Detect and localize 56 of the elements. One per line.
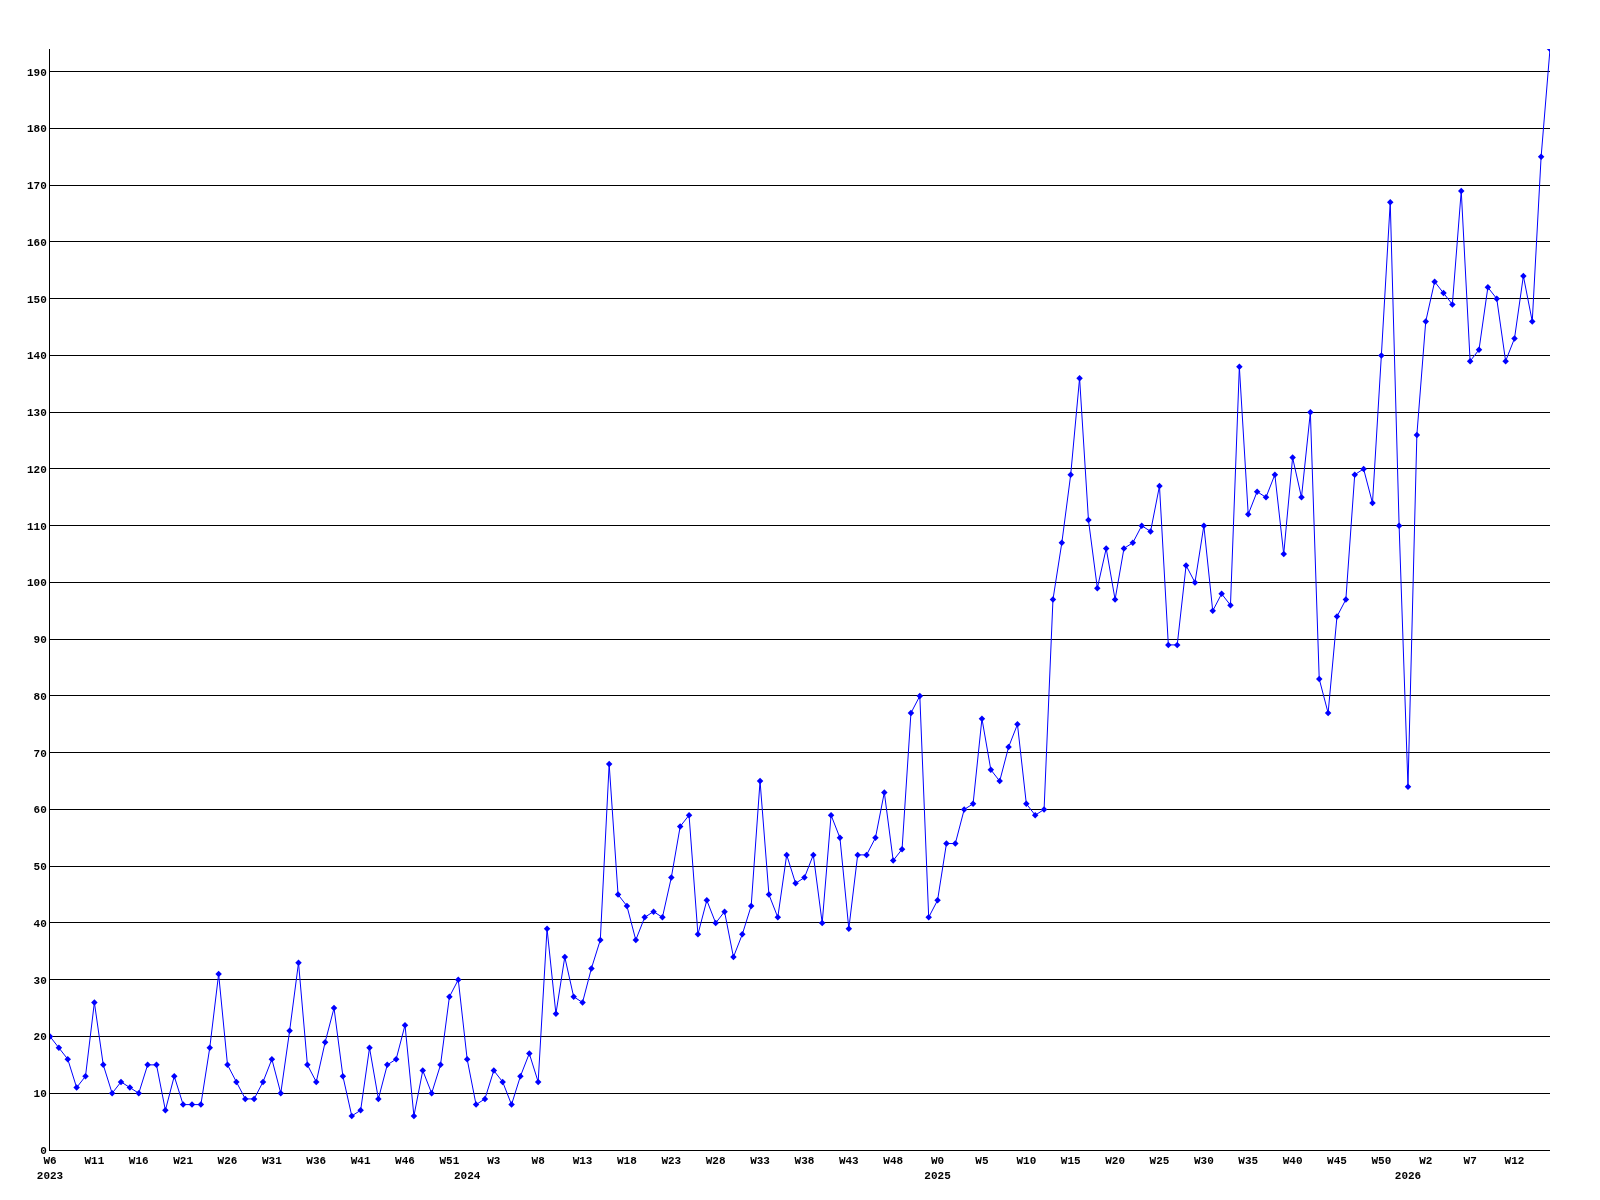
y-tick-label: 110 [26, 520, 47, 533]
x-tick-label: W43 [838, 1155, 860, 1168]
x-tick-label: W18 [617, 1155, 638, 1168]
x-tick-label: 2024 [453, 1169, 481, 1182]
x-tick-label: W25 [1149, 1155, 1170, 1168]
x-tick-label: W31 [261, 1155, 283, 1168]
x-tick-label: W10 [1016, 1155, 1037, 1168]
y-tick-label: 30 [33, 974, 47, 987]
x-tick-label: W45 [1327, 1155, 1348, 1168]
y-tick-label: 60 [33, 804, 47, 817]
y-tick-label: 150 [26, 293, 47, 306]
x-tick-label: W5 [975, 1155, 989, 1168]
y-tick-label: 90 [33, 634, 47, 647]
x-tick-label: W7 [1463, 1155, 1477, 1168]
x-tick-label: W11 [84, 1155, 105, 1168]
x-tick-label: W51 [439, 1155, 460, 1168]
y-tick-label: 140 [26, 350, 47, 363]
y-tick-label: 40 [33, 917, 47, 930]
y-tick-label: 10 [33, 1088, 47, 1101]
y-tick-label: 100 [26, 577, 47, 590]
x-tick-label: W23 [661, 1155, 682, 1168]
x-tick-label: W41 [350, 1155, 371, 1168]
x-tick-label: W35 [1238, 1155, 1259, 1168]
x-tick-label: W12 [1504, 1155, 1525, 1168]
x-tick-label: W36 [306, 1155, 327, 1168]
y-tick-label: 170 [26, 180, 47, 193]
x-tick-label: W26 [217, 1155, 238, 1168]
x-tick-label: W13 [572, 1155, 593, 1168]
x-tick-label: W6 2023 [36, 1155, 64, 1182]
y-tick-label: 80 [33, 690, 47, 703]
x-tick-label: W50 [1371, 1155, 1392, 1168]
x-tick-label: W46 [395, 1155, 415, 1168]
x-tick-label: W3 [487, 1155, 501, 1168]
y-tick-label: 160 [26, 236, 47, 249]
x-tick-label: W38 [794, 1155, 815, 1168]
y-tick-label: 0 [40, 1144, 47, 1157]
y-tick-label: 50 [33, 861, 47, 874]
x-tick-label: W0 2025 [924, 1155, 952, 1182]
x-tick-label: W30 [1193, 1155, 1214, 1168]
y-tick-label: 70 [33, 747, 47, 760]
y-tick-label: 180 [26, 123, 47, 136]
y-tick-label: 120 [26, 463, 47, 476]
x-tick-label: W2 [1419, 1155, 1433, 1168]
y-tick-label: 20 [33, 1031, 47, 1044]
x-tick-label: W33 [750, 1155, 771, 1168]
x-tick-label: W15 [1060, 1155, 1082, 1168]
x-tick-label: W16 [128, 1155, 149, 1168]
x-tick-label: 2026 [1394, 1169, 1422, 1182]
x-tick-label: W48 [883, 1155, 904, 1168]
x-tick-label: W28 [705, 1155, 726, 1168]
x-tick-label: W20 [1105, 1155, 1125, 1168]
x-tick-label: W21 [173, 1155, 194, 1168]
y-tick-label: 190 [26, 66, 47, 79]
x-tick-label: W40 [1282, 1155, 1303, 1168]
y-tick-label: 130 [26, 407, 47, 420]
x-tick-label: W8 [531, 1155, 546, 1168]
